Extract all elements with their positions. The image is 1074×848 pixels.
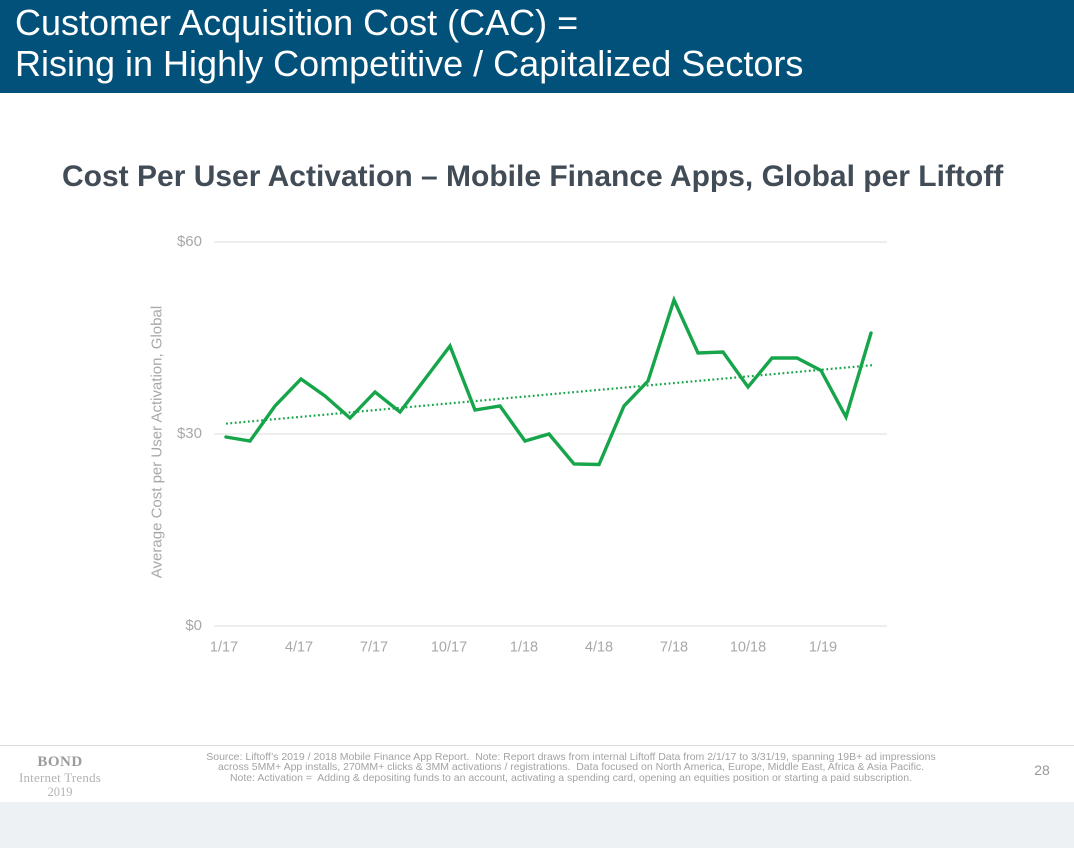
svg-text:4/18: 4/18 (585, 640, 613, 656)
svg-text:$60: $60 (177, 233, 202, 250)
svg-text:$30: $30 (177, 425, 202, 442)
svg-text:1/19: 1/19 (809, 640, 837, 656)
svg-text:$0: $0 (185, 617, 202, 634)
svg-text:Average Cost per User Activati: Average Cost per User Activation, Global (149, 306, 166, 578)
svg-text:10/17: 10/17 (431, 640, 467, 656)
svg-text:7/17: 7/17 (360, 640, 388, 656)
svg-text:1/17: 1/17 (210, 640, 238, 656)
svg-text:4/17: 4/17 (285, 640, 313, 656)
svg-text:1/18: 1/18 (510, 640, 538, 656)
svg-text:10/18: 10/18 (730, 640, 766, 656)
svg-text:7/18: 7/18 (660, 640, 688, 656)
